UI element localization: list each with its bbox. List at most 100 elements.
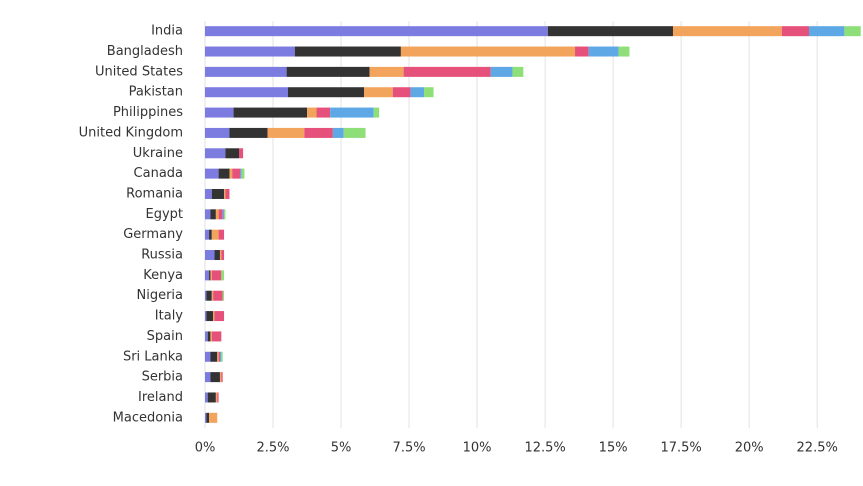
- bar-segment: [209, 229, 212, 240]
- y-tick-label: Nigeria: [136, 288, 183, 303]
- bar-segment: [316, 107, 331, 118]
- y-tick-label: United States: [95, 64, 183, 79]
- y-tick-label: Serbia: [142, 370, 183, 385]
- bar-segment: [205, 290, 207, 301]
- bar-segment: [205, 270, 210, 281]
- x-tick-label: 12.5%: [524, 441, 565, 456]
- bar-segment: [400, 46, 576, 57]
- y-tick-label: Ukraine: [133, 146, 183, 161]
- x-tick-label: 2.5%: [257, 441, 290, 456]
- bar-segment: [221, 372, 223, 383]
- bar-segment: [224, 188, 226, 199]
- bar-segment: [332, 127, 344, 138]
- bar-segment: [588, 46, 619, 57]
- bar-segment: [512, 66, 524, 77]
- bar-segment: [205, 372, 211, 383]
- x-tick-label: 15%: [599, 441, 628, 456]
- bar-segment: [210, 331, 212, 342]
- bar-segment: [217, 392, 219, 403]
- bar-segment: [229, 127, 268, 138]
- bar-segment: [210, 209, 216, 220]
- y-tick-label: Egypt: [145, 207, 183, 222]
- bar-segment: [206, 290, 212, 301]
- bar-segment: [210, 270, 212, 281]
- y-tick-label: Germany: [123, 227, 183, 242]
- bar-segment: [221, 351, 223, 362]
- bar-segment: [225, 188, 230, 199]
- bar-segment: [219, 250, 222, 261]
- bar-segment: [304, 127, 333, 138]
- bar-segment: [205, 127, 230, 138]
- bar-segment: [547, 26, 673, 37]
- bar-segment: [286, 66, 370, 77]
- bar-segment: [207, 331, 211, 342]
- bar-segment: [205, 229, 210, 240]
- x-tick-label: 5%: [331, 441, 352, 456]
- y-tick-label: Ireland: [138, 390, 183, 405]
- bar-segment: [210, 372, 220, 383]
- bar-segment: [215, 209, 219, 220]
- y-tick-label: India: [151, 24, 183, 39]
- bar-segment: [218, 209, 223, 220]
- bar-segment: [205, 351, 211, 362]
- x-tick-label: 0%: [195, 441, 216, 456]
- bar-segment: [214, 311, 225, 322]
- bar-segment: [490, 66, 513, 77]
- bar-segment: [211, 270, 222, 281]
- bar-segment: [209, 270, 211, 281]
- bar-segment: [222, 209, 225, 220]
- bar-segment: [205, 26, 548, 37]
- bar-segment: [809, 26, 845, 37]
- y-tick-label: Romania: [126, 186, 183, 201]
- y-tick-label: Pakistan: [129, 85, 183, 100]
- bar-segment: [232, 168, 241, 179]
- bar-segment: [267, 127, 305, 138]
- bar-segment: [233, 107, 308, 118]
- y-tick-label: United Kingdom: [79, 125, 183, 140]
- bar-segment: [330, 107, 374, 118]
- y-tick-label: Italy: [155, 309, 184, 324]
- bar-segment: [781, 26, 810, 37]
- bar-segment: [205, 392, 208, 403]
- bar-segment: [205, 412, 207, 423]
- bar-segment: [211, 290, 214, 301]
- bar-segment: [217, 351, 219, 362]
- bar-segment: [205, 107, 234, 118]
- x-tick-label: 10%: [463, 441, 492, 456]
- x-tick-label: 17.5%: [660, 441, 701, 456]
- bar-segment: [575, 46, 589, 57]
- bar-segment: [672, 26, 782, 37]
- bar-segment: [219, 372, 222, 383]
- bar-segment: [211, 229, 219, 240]
- bar-segment: [221, 270, 225, 281]
- bar-segment: [343, 127, 366, 138]
- bar-segment: [205, 250, 215, 261]
- bar-segment: [392, 87, 411, 98]
- bar-segment: [210, 351, 218, 362]
- bar-segment: [424, 87, 434, 98]
- bar-segment: [205, 66, 287, 77]
- bar-segment: [218, 229, 225, 240]
- bar-segment: [205, 148, 226, 159]
- bar-segment: [211, 331, 222, 342]
- bar-segment: [205, 209, 211, 220]
- y-tick-label: Sri Lanka: [123, 349, 183, 364]
- y-tick-label: Kenya: [143, 268, 183, 283]
- bar-segment: [241, 168, 245, 179]
- bar-segment: [214, 250, 220, 261]
- bar-segment: [215, 392, 218, 403]
- bar-segment: [307, 107, 317, 118]
- bar-segment: [224, 209, 226, 220]
- y-tick-label: Macedonia: [113, 410, 183, 425]
- bar-segment: [213, 311, 215, 322]
- bar-segment: [410, 87, 425, 98]
- bar-segment: [218, 351, 220, 362]
- bar-segment: [225, 148, 240, 159]
- bar-segment: [205, 168, 219, 179]
- bar-segment: [206, 311, 214, 322]
- y-tick-label: Bangladesh: [107, 44, 183, 59]
- bar-segment: [287, 87, 365, 98]
- y-tick-label: Canada: [134, 166, 183, 181]
- bar-segment: [229, 168, 233, 179]
